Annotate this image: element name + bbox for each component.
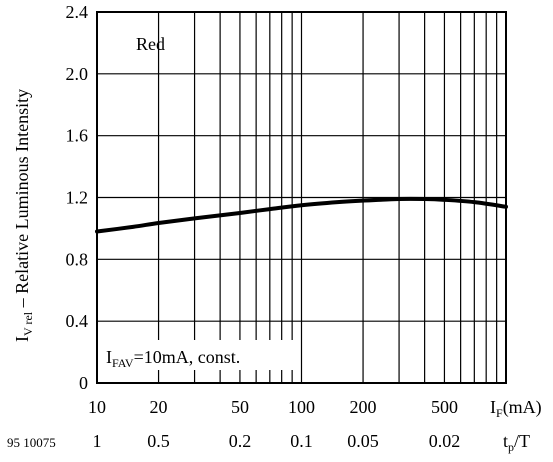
x-tick-label: 50 (231, 397, 249, 417)
svg-text:IFAV=10mA, const.: IFAV=10mA, const. (106, 347, 240, 370)
condition-label-main: I (106, 347, 112, 367)
condition-label-sub: FAV (112, 356, 134, 370)
x-tick-label: 20 (150, 397, 168, 417)
y-axis-label: IV rel – Relative Luminous Intensity (12, 89, 35, 342)
condition-annotation-background (101, 340, 299, 370)
x-axis-label: IF(mA) (490, 397, 542, 420)
tick-labels: 0 0.4 0.8 1.2 1.6 2.0 2.4 10 20 50 100 200 500 1 0.5 0.… (66, 2, 461, 451)
y-axis-label-sub: V rel (21, 311, 35, 336)
secondary-x-axis-label-main: t (503, 431, 508, 451)
secondary-x-axis-label-sub: p (508, 440, 514, 454)
x2-tick-label: 0.5 (147, 431, 170, 451)
plot-frame (96, 11, 507, 384)
x2-tick-label: 0.05 (347, 431, 379, 451)
grid (97, 12, 506, 383)
y-tick-label: 1.6 (66, 126, 89, 146)
condition-label-rest: =10mA, const. (134, 347, 241, 367)
x-tick-label: 200 (350, 397, 377, 417)
y-tick-label: 0.8 (66, 249, 89, 269)
secondary-x-axis-label: tp/T (503, 431, 530, 454)
x2-tick-label: 1 (93, 431, 102, 451)
y-tick-label: 2.4 (66, 2, 89, 22)
x-axis-label-rest: (mA) (503, 397, 542, 418)
y-tick-label: 0 (79, 373, 88, 393)
x-tick-label: 100 (288, 397, 315, 417)
y-tick-label: 2.0 (66, 64, 89, 84)
y-axis-label-rest: – Relative Luminous Intensity (12, 89, 32, 312)
x2-tick-label: 0.1 (290, 431, 313, 451)
x-axis-label-main: I (490, 397, 496, 417)
x-tick-label: 500 (431, 397, 458, 417)
x-axis-label-sub: F (496, 406, 503, 420)
x2-tick-label: 0.02 (429, 431, 461, 451)
series-line-red (95, 196, 508, 234)
y-tick-label: 1.2 (66, 188, 89, 208)
y-axis-label-main: I (12, 336, 32, 342)
figure-id: 95 10075 (7, 435, 56, 450)
secondary-x-axis-label-rest: /T (514, 431, 530, 451)
condition-annotation: IFAV=10mA, const. (101, 340, 299, 370)
y-tick-label: 0.4 (66, 311, 89, 331)
series-label-red: Red (136, 34, 165, 54)
x2-tick-label: 0.2 (229, 431, 252, 451)
x-tick-label: 10 (88, 397, 106, 417)
